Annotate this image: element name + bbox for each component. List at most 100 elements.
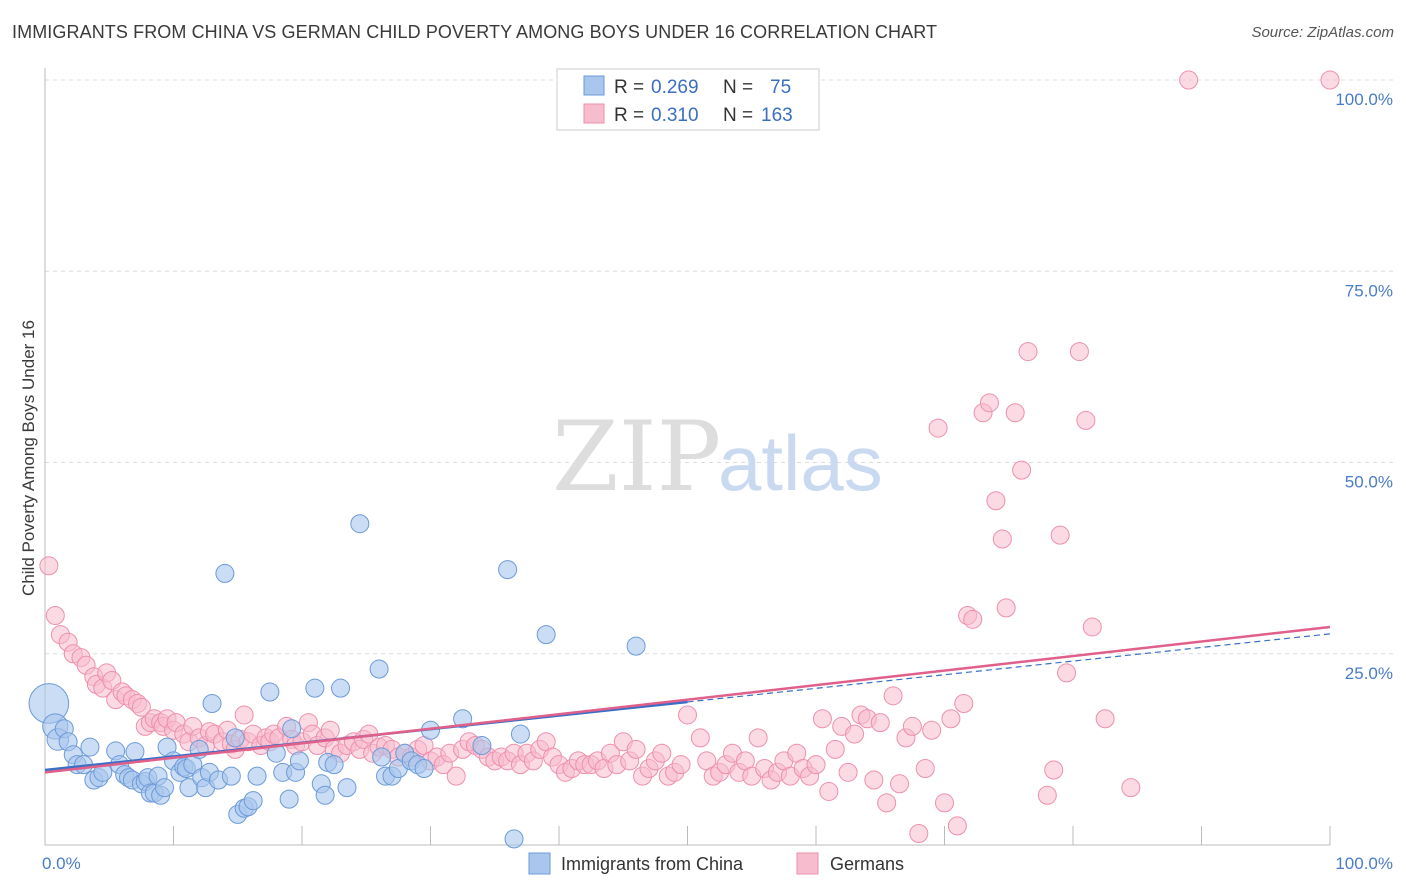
germans-point bbox=[915, 759, 935, 778]
germans-point bbox=[1037, 785, 1057, 805]
y-tick-label: 75.0% bbox=[1345, 281, 1393, 300]
china-point bbox=[215, 563, 235, 583]
legend-swatch-china bbox=[583, 75, 605, 96]
china-point bbox=[324, 755, 344, 775]
y-tick-label: 50.0% bbox=[1345, 473, 1393, 492]
watermark-atlas: atlas bbox=[718, 419, 883, 507]
x-tick-label: 0.0% bbox=[42, 854, 81, 873]
china-point bbox=[202, 693, 222, 713]
legend-n-label-china: N = bbox=[723, 77, 753, 98]
china-point bbox=[337, 778, 357, 798]
germans-point bbox=[902, 716, 922, 736]
germans-point bbox=[1050, 525, 1070, 545]
tick-labels: 100.0% 75.0% 50.0% 25.0% 0.0% 100.0% bbox=[42, 90, 1393, 873]
gridlines bbox=[45, 79, 1395, 655]
germans-point bbox=[883, 686, 903, 706]
legend-n-label-germans: N = bbox=[723, 105, 753, 126]
germans-point bbox=[963, 609, 983, 629]
germans-point bbox=[234, 705, 254, 725]
china-point bbox=[305, 678, 325, 698]
germans-point bbox=[864, 770, 884, 790]
china-point bbox=[289, 751, 309, 771]
germans-point bbox=[671, 755, 691, 775]
germans-point bbox=[320, 720, 340, 740]
germans-point bbox=[877, 793, 897, 813]
china-point bbox=[279, 789, 299, 809]
china-point bbox=[372, 747, 392, 767]
source-label: Source: ZipAtlas.com bbox=[1251, 24, 1394, 41]
germans-point bbox=[1076, 410, 1096, 430]
germans-point bbox=[935, 793, 954, 813]
china-point bbox=[225, 728, 245, 748]
germans-point bbox=[1018, 342, 1038, 362]
legend-n-value-germans: 163 bbox=[761, 105, 793, 126]
china-point bbox=[453, 709, 473, 729]
germans-point bbox=[1069, 342, 1089, 362]
germans-point bbox=[825, 739, 845, 759]
x-tick-label: 100.0% bbox=[1335, 854, 1393, 873]
legend-swatch-germans bbox=[583, 103, 605, 124]
china-point bbox=[369, 659, 389, 679]
chart-title: IMMIGRANTS FROM CHINA VS GERMAN CHILD PO… bbox=[12, 22, 938, 42]
germans-point bbox=[626, 739, 646, 759]
germans-point bbox=[806, 755, 826, 775]
china-point bbox=[243, 791, 263, 811]
germans-point bbox=[1082, 617, 1102, 637]
china-point bbox=[331, 678, 351, 698]
germans-point bbox=[652, 743, 672, 763]
germans-point bbox=[870, 713, 890, 733]
bottom-legend: Immigrants from China Germans bbox=[528, 852, 904, 875]
china-point bbox=[626, 636, 646, 656]
germans-point bbox=[838, 762, 858, 782]
china-point bbox=[350, 514, 370, 534]
germans-point bbox=[1044, 760, 1064, 780]
china-point bbox=[155, 778, 175, 798]
germans-point bbox=[1012, 460, 1032, 480]
germans-point bbox=[992, 529, 1012, 549]
china-point bbox=[510, 724, 530, 744]
germans-point bbox=[996, 598, 1016, 618]
china-point bbox=[504, 829, 524, 849]
legend-r-label-china: R = bbox=[614, 77, 644, 98]
germans-point bbox=[890, 774, 910, 794]
china-point bbox=[260, 682, 280, 702]
legend-r-label-germans: R = bbox=[614, 105, 644, 126]
germans-point bbox=[845, 724, 865, 744]
germans-point bbox=[909, 824, 929, 844]
china-point bbox=[536, 625, 556, 645]
y-tick-label: 100.0% bbox=[1335, 90, 1393, 109]
china-trendline-extension bbox=[687, 633, 1331, 703]
china-point bbox=[498, 560, 518, 580]
germans-point bbox=[446, 766, 466, 786]
correlation-legend: R = 0.269 N = 75 R = 0.310 N = 163 bbox=[556, 68, 820, 131]
germans-point bbox=[1179, 70, 1199, 90]
watermark-zip: ZIP bbox=[552, 401, 721, 513]
china-point bbox=[221, 766, 241, 786]
germans-point bbox=[1005, 403, 1025, 423]
china-point bbox=[266, 743, 286, 763]
china-point bbox=[282, 719, 302, 739]
germans-point bbox=[39, 556, 59, 576]
germans-point bbox=[819, 781, 839, 801]
germans-point bbox=[954, 693, 974, 713]
bottom-legend-swatch-china bbox=[528, 852, 551, 875]
germans-trendline bbox=[44, 625, 1331, 774]
china-point bbox=[315, 785, 335, 805]
germans-point bbox=[1320, 70, 1340, 90]
legend-r-value-germans: 0.310 bbox=[651, 105, 699, 126]
china-point bbox=[247, 766, 267, 786]
bottom-legend-china: Immigrants from China bbox=[561, 854, 744, 874]
germans-point bbox=[748, 728, 768, 748]
china-series bbox=[28, 514, 646, 849]
legend-n-value-china: 75 bbox=[770, 77, 791, 98]
germans-point bbox=[1095, 709, 1115, 729]
germans-point bbox=[131, 697, 151, 717]
china-point bbox=[125, 742, 145, 762]
china-point bbox=[472, 736, 492, 756]
trendlines bbox=[44, 625, 1331, 774]
bottom-legend-swatch-germans bbox=[796, 852, 819, 875]
germans-point bbox=[941, 709, 961, 729]
germans-point bbox=[45, 606, 65, 625]
germans-point bbox=[1057, 663, 1077, 683]
